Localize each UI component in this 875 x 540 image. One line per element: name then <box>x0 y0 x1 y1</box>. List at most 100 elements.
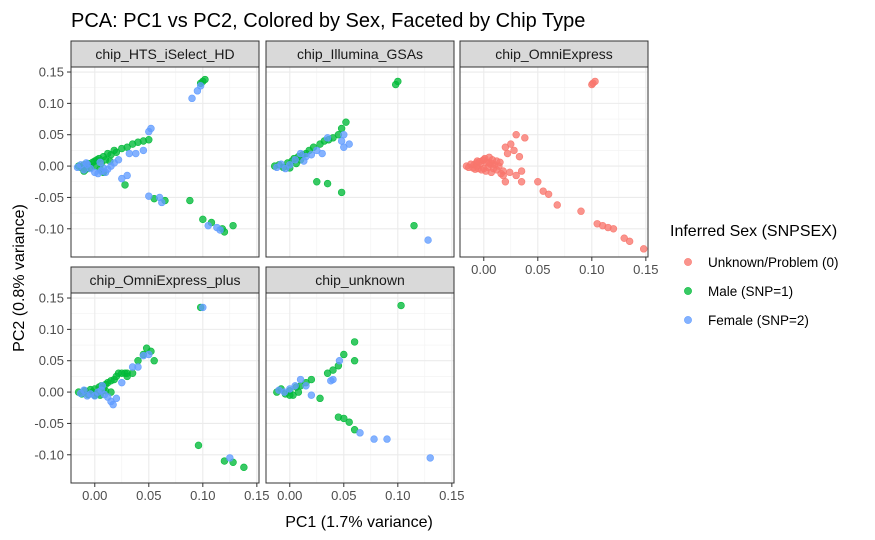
data-point-female <box>313 146 321 155</box>
data-point-male <box>150 357 158 365</box>
y-tick-label: 0.10 <box>39 96 64 111</box>
facet-strip <box>459 40 649 68</box>
data-points <box>74 303 248 472</box>
data-point-female <box>335 357 344 365</box>
data-point-unknown <box>515 152 524 161</box>
data-point-unknown <box>577 207 585 215</box>
data-point-female <box>114 156 123 164</box>
data-point-female <box>340 143 348 151</box>
data-points <box>462 77 648 253</box>
facet-strip <box>70 266 260 294</box>
data-point-unknown <box>507 140 515 148</box>
y-tick-label: 0.10 <box>39 322 64 337</box>
data-point-unknown <box>473 157 481 165</box>
data-point-female <box>296 375 305 384</box>
data-points <box>73 75 237 236</box>
facet-strip-label: chip_OmniExpress_plus <box>90 272 241 288</box>
data-point-female <box>307 151 316 159</box>
data-point-unknown <box>620 234 628 242</box>
data-point-unknown <box>499 171 507 180</box>
data-point-male <box>194 441 203 450</box>
facet-panels: chip_HTS_iSelect_HD -0.10 -0.05 0.00 0.05 0.1… <box>34 40 658 503</box>
data-point-unknown <box>512 131 520 139</box>
data-point-male <box>220 457 229 465</box>
legend-key-male <box>684 287 692 295</box>
gridlines <box>460 67 648 257</box>
facet-chip_HTS_iSelect_HD: chip_HTS_iSelect_HD -0.10 -0.05 0.00 0.05 0.1… <box>34 40 260 258</box>
data-point-unknown <box>510 146 518 155</box>
panel-border <box>459 66 649 258</box>
data-point-unknown <box>496 158 504 167</box>
x-tick-label: 0.00 <box>277 488 302 503</box>
data-point-unknown <box>517 178 526 186</box>
data-point-male <box>329 366 337 374</box>
data-point-unknown <box>506 168 514 177</box>
legend-key-unknown <box>684 258 692 266</box>
data-point-male <box>410 221 418 230</box>
data-point-female <box>286 385 294 393</box>
y-tick-label: 0.00 <box>39 385 64 400</box>
y-tick-label: -0.10 <box>34 221 64 236</box>
data-point-female <box>80 386 88 394</box>
data-point-unknown <box>609 225 618 233</box>
data-point-male <box>229 221 237 230</box>
data-point-female <box>118 174 126 183</box>
data-point-female <box>426 454 434 462</box>
data-point-female <box>291 156 299 164</box>
facet-strip-label: chip_Illumina_GSAs <box>297 46 423 62</box>
data-point-female <box>286 161 294 169</box>
x-tick-label: 0.05 <box>525 262 550 277</box>
data-point-female <box>307 391 316 399</box>
data-point-male <box>397 301 405 310</box>
x-tick-label: 0.15 <box>633 262 658 277</box>
data-point-unknown <box>589 79 597 88</box>
data-point-male <box>345 418 353 426</box>
data-point-unknown <box>625 237 634 246</box>
y-tick-label: 0.00 <box>39 159 64 174</box>
data-point-unknown <box>544 190 553 198</box>
data-point-male <box>337 188 346 197</box>
data-point-female <box>337 137 346 145</box>
x-tick-label: 0.00 <box>82 488 107 503</box>
data-point-male <box>186 196 194 205</box>
data-point-female <box>147 124 155 133</box>
data-point-unknown <box>512 171 520 180</box>
legend: Inferred Sex (SNPSEX) Unknown/Problem (0… <box>670 223 839 328</box>
data-point-female <box>226 454 234 462</box>
data-point-male <box>340 350 348 359</box>
x-tick-label: 0.15 <box>244 488 269 503</box>
data-point-female <box>370 435 378 443</box>
legend-label-female: Female (SNP=2) <box>708 313 809 328</box>
x-axis-title: PC1 (1.7% variance) <box>285 514 433 531</box>
x-tick-label: 0.15 <box>439 488 464 503</box>
data-point-female <box>145 192 153 200</box>
y-tick-label: 0.15 <box>39 65 64 80</box>
data-point-unknown <box>517 167 526 175</box>
data-point-unknown <box>501 178 510 186</box>
data-point-female <box>118 378 126 387</box>
data-point-unknown <box>488 156 497 164</box>
data-point-female <box>327 377 335 385</box>
data-point-male <box>240 463 248 472</box>
x-tick-label: 0.10 <box>190 488 215 503</box>
data-point-female <box>158 198 166 207</box>
legend-label-male: Male (SNP=1) <box>708 284 793 299</box>
legend-label-unknown: Unknown/Problem (0) <box>708 255 839 270</box>
facet-strip-label: chip_HTS_iSelect_HD <box>95 46 234 62</box>
data-point-female <box>112 394 121 403</box>
y-tick-label: -0.05 <box>34 416 64 431</box>
data-point-female <box>356 429 364 437</box>
data-point-unknown <box>480 164 488 173</box>
data-point-female <box>125 149 134 158</box>
data-point-male <box>199 215 207 224</box>
data-point-female <box>134 363 142 371</box>
data-point-male <box>340 414 348 423</box>
data-point-male <box>294 388 303 396</box>
facet-chip_OmniExpress: chip_OmniExpress 0.00 0.05 0.10 0.15 <box>459 40 658 277</box>
panel-border <box>70 66 260 258</box>
data-point-female <box>277 160 285 168</box>
data-point-male <box>121 181 129 189</box>
data-point-female <box>196 82 205 90</box>
data-point-male <box>350 357 359 365</box>
